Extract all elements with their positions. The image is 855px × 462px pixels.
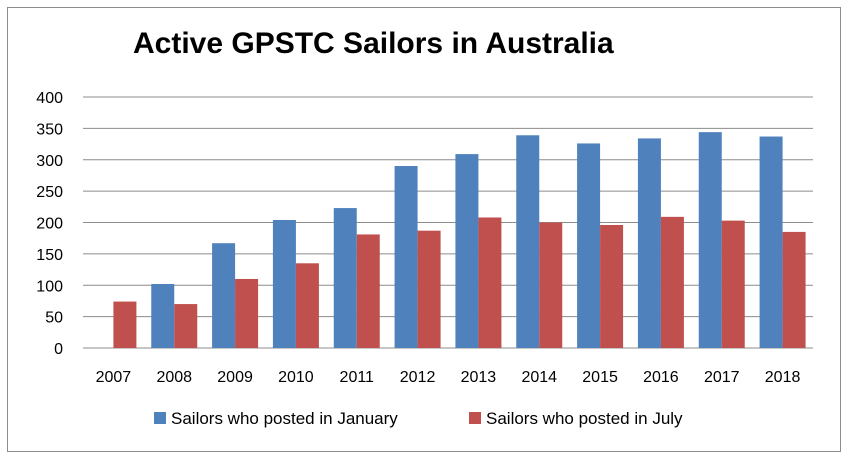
grid-lines	[83, 96, 813, 349]
bar-january	[212, 243, 236, 348]
legend-swatch	[469, 412, 481, 424]
y-tick-label: 250	[36, 184, 63, 201]
bar-july	[295, 263, 319, 348]
x-tick-label: 2013	[461, 369, 497, 386]
bar-january	[577, 143, 601, 348]
bar-january	[394, 166, 418, 348]
x-tick-label: 2010	[278, 369, 314, 386]
y-tick-label: 0	[54, 341, 63, 358]
bar-january	[516, 135, 540, 348]
bar-july	[721, 220, 745, 348]
x-tick-label: 2007	[96, 369, 132, 386]
bar-july	[356, 234, 380, 348]
y-tick-label: 100	[36, 278, 63, 295]
bar-january	[698, 132, 722, 348]
bar-january	[637, 138, 661, 348]
bar-july	[174, 304, 198, 348]
bar-january	[455, 154, 479, 348]
y-tick-label: 50	[45, 310, 63, 327]
bar-july	[600, 225, 624, 348]
x-axis-ticks: 2007 2008 2009 2010 2011 2012 2013 2014 2015 2016…	[96, 369, 801, 386]
x-tick-label: 2012	[400, 369, 436, 386]
bar-july	[660, 216, 684, 348]
bar-july	[539, 222, 563, 348]
y-tick-label: 200	[36, 216, 63, 233]
bar-july	[478, 217, 502, 348]
legend: Sailors who posted in January Sailors who…	[154, 409, 683, 428]
legend-item: Sailors who posted in July	[469, 409, 683, 428]
bar-july	[113, 301, 137, 348]
legend-item: Sailors who posted in January	[154, 409, 398, 428]
bar-july	[417, 230, 441, 348]
x-tick-label: 2017	[704, 369, 740, 386]
legend-label: Sailors who posted in January	[171, 409, 398, 428]
y-axis-ticks: 0 50 100 150 200 250 300 350 400	[36, 90, 63, 358]
y-tick-label: 400	[36, 90, 63, 107]
bar-july	[235, 278, 259, 348]
bar-january	[759, 136, 783, 348]
x-tick-label: 2008	[156, 369, 192, 386]
x-tick-label: 2014	[521, 369, 557, 386]
x-tick-label: 2015	[582, 369, 618, 386]
x-tick-label: 2018	[765, 369, 801, 386]
x-tick-label: 2011	[340, 369, 375, 386]
y-tick-label: 150	[36, 247, 63, 264]
legend-swatch	[154, 412, 166, 424]
x-tick-label: 2009	[217, 369, 253, 386]
legend-label: Sailors who posted in July	[486, 409, 683, 428]
bar-january	[333, 208, 357, 348]
bar-january	[272, 219, 296, 348]
bar-january	[151, 283, 175, 348]
bars	[113, 132, 806, 348]
x-tick-label: 2016	[643, 369, 679, 386]
bar-july	[782, 231, 806, 348]
y-tick-label: 350	[36, 121, 63, 138]
chart-title: Active GPSTC Sailors in Australia	[133, 27, 614, 60]
y-tick-label: 300	[36, 153, 63, 170]
